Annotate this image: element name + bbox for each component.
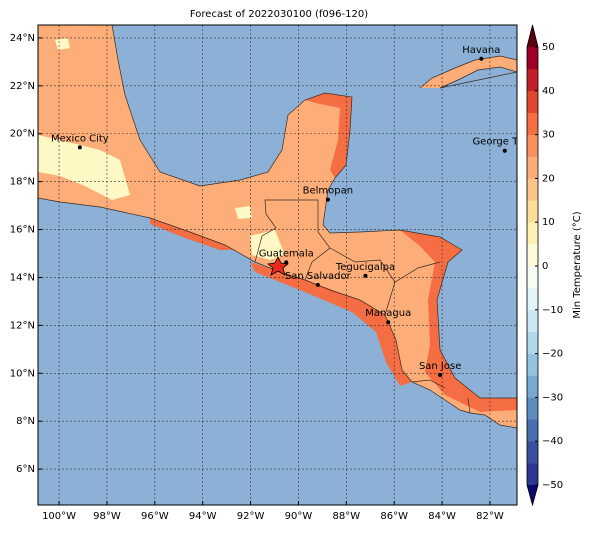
colorbar-band — [527, 244, 538, 267]
x-tick-label: 88°W — [333, 511, 361, 522]
colorbar-tick-label: 30 — [542, 130, 555, 141]
x-tick-label: 90°W — [285, 511, 313, 522]
colorbar-band — [527, 441, 538, 464]
colorbar-tick-label: 10 — [542, 217, 555, 228]
city-label: Belmopan — [303, 186, 353, 197]
colorbar-tick-label: 50 — [542, 42, 555, 53]
colorbar-band — [527, 266, 538, 289]
colorbar-tick-label: −50 — [542, 480, 563, 491]
colorbar-band — [527, 331, 538, 354]
city-dot — [284, 260, 289, 265]
colorbar-band — [527, 309, 538, 332]
land — [38, 25, 517, 429]
x-tick-label: 84°W — [428, 511, 456, 522]
colorbar-band — [527, 222, 538, 245]
coastline — [38, 25, 517, 429]
colorbar-band — [527, 353, 538, 376]
colorbar-tick-label: 20 — [542, 173, 555, 184]
title: Forecast of 2022030100 (f096-120) — [190, 9, 368, 20]
x-tick-label: 100°W — [42, 511, 76, 522]
y-tick-label: 6°N — [16, 464, 35, 475]
city-label: Mexico City — [51, 133, 109, 144]
cities: Havana Mexico City George Town Belmopan Guat… — [51, 45, 537, 377]
x-tick-label: 94°W — [189, 511, 217, 522]
mainland — [38, 25, 517, 428]
city-dot — [77, 145, 82, 150]
colorbar-band — [527, 47, 538, 70]
grid — [38, 25, 517, 505]
colorbar-tick-label: −40 — [542, 436, 563, 447]
x-tick-label: 98°W — [93, 511, 121, 522]
y-tick-label: 22°N — [10, 81, 35, 92]
city-dot — [502, 148, 507, 153]
city-label: George Town — [472, 137, 537, 148]
colorbar-tick-label: −20 — [542, 349, 563, 360]
y-tick-label: 24°N — [10, 33, 35, 44]
city-dot — [325, 197, 330, 202]
cool-zone — [38, 135, 130, 200]
city-label: Tegucigalpa — [335, 262, 395, 273]
city-dot — [363, 273, 368, 278]
colorbar-over — [527, 25, 538, 47]
y-tick-label: 20°N — [10, 129, 35, 140]
warm-zone — [250, 262, 412, 386]
country-border — [254, 199, 471, 414]
city-label: San Salvador — [285, 271, 352, 282]
colorbar: −50 −40 −30 −20 −10 0 10 20 30 40 50 — [526, 24, 563, 507]
colorbar-tick-label: −10 — [542, 305, 563, 316]
y-tick-label: 12°N — [10, 320, 35, 331]
colorbar-under — [527, 485, 538, 505]
x-tick-label: 82°W — [476, 511, 504, 522]
x-tick-label: 96°W — [141, 511, 169, 522]
colorbar-band — [527, 134, 538, 157]
colorbar-tick-label: 0 — [542, 261, 548, 272]
colorbar-label: Min Temperature (°C) — [572, 211, 583, 318]
colorbar-band — [527, 463, 538, 486]
coastline — [419, 55, 517, 89]
warm-zone — [400, 230, 517, 412]
colorbar-tick-label: −30 — [542, 392, 563, 403]
colorbar-band — [527, 68, 538, 92]
colorbar-band — [527, 397, 538, 420]
city-dot — [479, 56, 484, 61]
city-label: Havana — [462, 45, 500, 56]
colorbar-band — [527, 375, 538, 398]
colorbar-band — [527, 200, 538, 223]
cool-zone — [235, 206, 252, 219]
y-tick-label: 18°N — [10, 177, 35, 188]
warm-zone — [305, 93, 352, 178]
colorbar-band — [527, 419, 538, 442]
city-dot — [386, 320, 391, 325]
city-label: San Jose — [419, 361, 461, 372]
city-dot — [315, 282, 320, 287]
y-tick-label: 14°N — [10, 272, 35, 283]
colorbar-band — [527, 90, 538, 113]
warm-zone — [150, 218, 235, 250]
city-label: Guatemala — [259, 248, 314, 259]
colorbar-band — [527, 287, 538, 311]
y-tick-label: 16°N — [10, 225, 35, 236]
x-tick-label: 86°W — [380, 511, 408, 522]
city-dot — [438, 372, 443, 377]
x-tick-label: 92°W — [237, 511, 265, 522]
map-frame — [37, 24, 518, 506]
colorbar-tick-label: 40 — [542, 86, 555, 97]
city-label: Managua — [365, 308, 411, 319]
colorbar-band — [527, 178, 538, 201]
cool-zone — [55, 38, 70, 50]
colorbar-band — [527, 156, 538, 179]
cool-zone — [250, 230, 285, 260]
cuba — [420, 56, 517, 88]
colorbar-band — [527, 112, 538, 135]
y-tick-label: 8°N — [16, 416, 35, 427]
y-tick-label: 10°N — [10, 368, 35, 379]
